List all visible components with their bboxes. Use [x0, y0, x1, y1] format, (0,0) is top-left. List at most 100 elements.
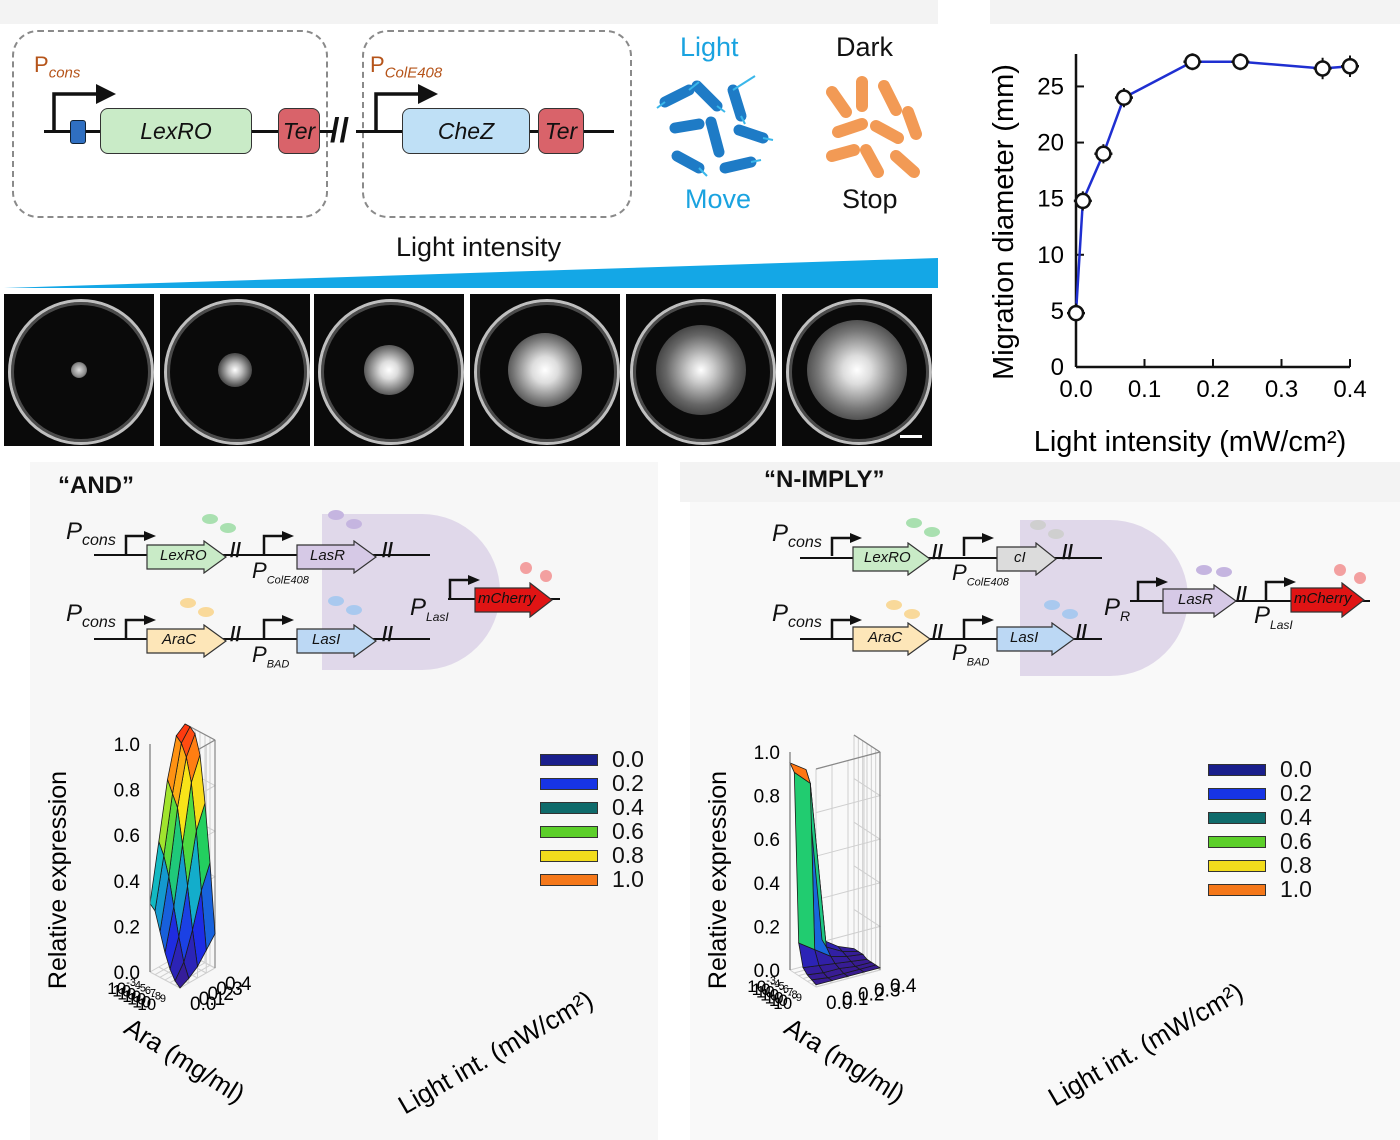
- nimply-row1-gene1: LexRO: [864, 549, 911, 566]
- and-row2-dna: [94, 638, 430, 640]
- and-row1-promoter: PColE408: [252, 558, 309, 587]
- z-tick-label: 0.4: [114, 872, 141, 893]
- plate-6: [782, 294, 932, 446]
- legend-swatch: [540, 801, 598, 814]
- legend-entry: 0.0: [540, 746, 644, 773]
- nimply-row1-promoter: PColE408: [952, 560, 1009, 589]
- promoter-arrow-icon: [830, 615, 862, 638]
- break-mark: //: [1236, 584, 1248, 606]
- legend-label: 0.8: [1280, 852, 1312, 878]
- x-tick-label: 0.2: [1196, 376, 1229, 403]
- lasr-gene-arrow: [296, 540, 378, 574]
- data-point: [1314, 60, 1331, 77]
- plate-3: [314, 294, 464, 446]
- inducer-dots-icon: [1196, 565, 1232, 577]
- lexro-gene-arrow: [146, 540, 228, 574]
- and-row1-gene2: LasR: [310, 547, 346, 564]
- nimply-output-dna: [1130, 600, 1370, 602]
- data-point: [1184, 53, 1201, 71]
- ci-gene-arrow: [996, 542, 1057, 576]
- legend-entry: 1.0: [1208, 876, 1312, 903]
- lexro-gene-arrow: [852, 542, 932, 576]
- chart-xlabel: Light intensity (mW/cm²): [1034, 426, 1347, 458]
- inducer-dots-icon: [906, 518, 940, 537]
- inducer-dots-icon: [180, 598, 214, 617]
- and-row2-pcons: Pcons: [66, 600, 116, 631]
- promoter-arrow-icon: [830, 533, 862, 556]
- break-mark: //: [230, 540, 242, 562]
- and-row2-promoter: PBAD: [252, 642, 290, 671]
- inducer-dots-icon: [328, 510, 362, 529]
- plate-4: [470, 294, 620, 446]
- construct2-box: [362, 30, 632, 218]
- plate-2: [160, 294, 310, 446]
- arac-gene-arrow: [146, 624, 228, 658]
- y-tick-label: 0.2: [858, 985, 884, 1006]
- inducer-dots-icon: [1044, 600, 1078, 619]
- legend-entry: 0.4: [540, 794, 644, 821]
- legend-entry: 0.8: [1208, 852, 1312, 879]
- nimply-row2-gene1: AraC: [868, 629, 903, 646]
- legend-label: 0.4: [1280, 804, 1312, 830]
- z-tick-label: 0.6: [754, 830, 780, 851]
- y-tick-label: 25: [1037, 73, 1064, 100]
- z-tick-label: 0.8: [754, 787, 780, 808]
- y-tick-label: 20: [1037, 130, 1064, 157]
- break-mark: //: [382, 624, 394, 646]
- construct2-promoter-label: PColE408: [370, 52, 443, 82]
- legend-swatch: [540, 825, 598, 838]
- nimply-output-gene1: LasR: [1178, 591, 1214, 608]
- data-point: [1074, 192, 1092, 210]
- y-tick-label: 15: [1037, 186, 1064, 213]
- x-tick-label: 0.3: [1265, 376, 1298, 403]
- surface-patch: [149, 841, 165, 912]
- panel-b-background: [990, 0, 1400, 24]
- z-tick-label: 0.6: [114, 826, 140, 847]
- nimply-row1-pcons: Pcons: [772, 520, 822, 551]
- data-point: [1341, 57, 1359, 75]
- and-row2-gene2: LasI: [312, 631, 341, 648]
- z-axis-label: Relative expression: [704, 771, 732, 989]
- nimply-row2-dna: [800, 638, 1102, 640]
- legend-entry: 0.4: [1208, 804, 1312, 831]
- migration-chart: Migration diameter (mm) Light intensity …: [988, 53, 1367, 458]
- y-tick-label: 0.1: [199, 989, 225, 1010]
- inducer-dots-icon: [886, 600, 920, 619]
- fluorescence-dots-icon: [1334, 564, 1366, 584]
- nimply-row2-pcons: Pcons: [772, 600, 822, 631]
- legend-entry: 0.2: [1208, 780, 1312, 807]
- nimply-title: “N-IMPLY”: [764, 466, 885, 493]
- z-tick-label: 0.0: [754, 961, 780, 982]
- move-label: Move: [685, 184, 752, 214]
- legend-swatch: [1208, 763, 1266, 776]
- arac-gene-arrow: [852, 622, 932, 656]
- y-tick-label: 0.4: [225, 974, 252, 995]
- data-point: [1115, 89, 1133, 106]
- break-mark: //: [932, 542, 944, 564]
- legend-entry: 0.2: [540, 770, 644, 797]
- and-row1-pcons: Pcons: [66, 518, 116, 549]
- terminator-1: Ter: [278, 108, 320, 154]
- moving-bacteria-icon: [656, 75, 774, 177]
- chart-ylabel: Migration diameter (mm): [988, 64, 1020, 380]
- legend-label: 0.0: [1280, 756, 1312, 782]
- and-output-gene: mCherry: [478, 590, 536, 607]
- nimply-output-promoter1: PR: [1104, 594, 1131, 624]
- legend-label: 1.0: [612, 866, 644, 892]
- y-tick-label: 0.2: [208, 984, 234, 1005]
- y-axis-label: Light int. (mW/cm²): [393, 984, 598, 1120]
- break-mark: //: [1062, 542, 1074, 564]
- z-tick-label: 0.8: [114, 781, 140, 802]
- y-tick-label: 0.4: [890, 976, 917, 997]
- nimply-output-promoter2: PLasI: [1254, 602, 1293, 632]
- inducer-dots-icon: [1030, 520, 1064, 539]
- and-surface-plot: 0.00.20.40.60.81.010-310-410-510-610-710…: [44, 723, 598, 1120]
- light-label: Light: [680, 32, 739, 62]
- y-tick-label: 0.0: [190, 994, 216, 1015]
- mcherry-gene-arrow: [474, 582, 553, 618]
- nimply-row2-promoter: PBAD: [952, 640, 990, 669]
- light-gradient-wedge: [4, 258, 938, 288]
- x-tick-label: 10-9: [137, 993, 166, 1014]
- panel-a-background: [0, 0, 938, 24]
- legend-label: 0.6: [1280, 828, 1312, 854]
